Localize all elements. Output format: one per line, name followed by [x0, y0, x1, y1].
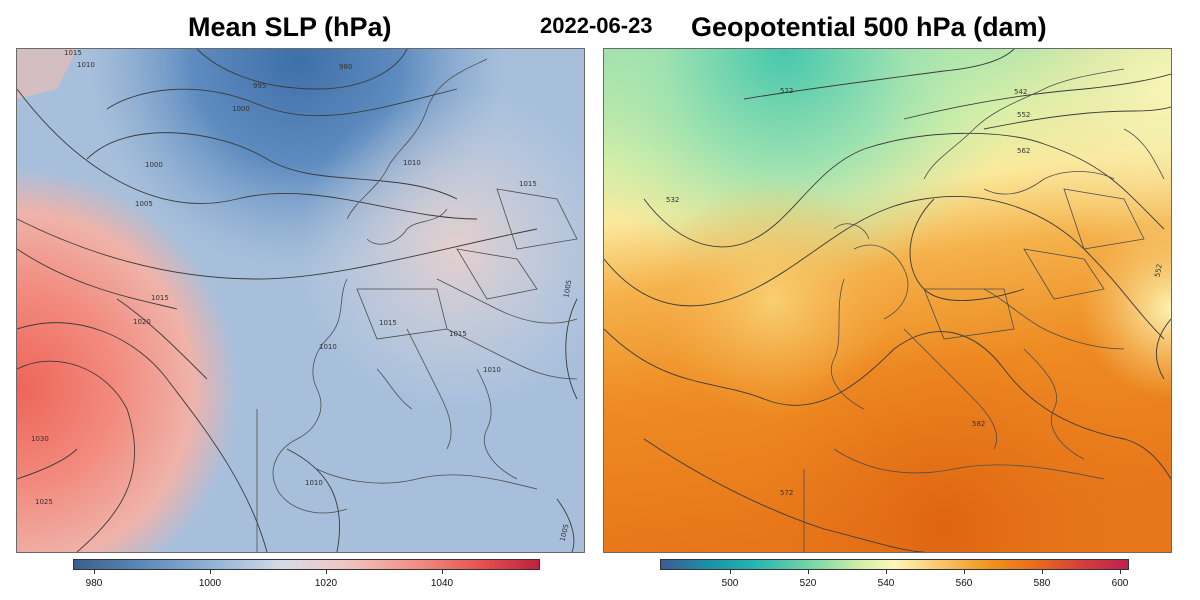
- slp-label-5: 1000: [232, 105, 250, 113]
- z500-label-6: 552: [1154, 263, 1164, 278]
- slp-label-6: 1000: [145, 161, 163, 169]
- z500-tick-label: 560: [955, 578, 973, 589]
- slp-label-10: 1015: [151, 294, 169, 302]
- slp-tick: [442, 570, 443, 574]
- z500-tick-label: 580: [1033, 578, 1051, 589]
- date-label: 2022-06-23: [540, 13, 653, 38]
- z500-tick: [1120, 570, 1121, 574]
- z500-label-3: 552: [1017, 111, 1030, 119]
- z500-tick: [808, 570, 809, 574]
- slp-tick: [326, 570, 327, 574]
- slp-colorbar: [73, 559, 540, 570]
- slp-label-16: 1030: [31, 435, 49, 443]
- slp-tick-label: 1040: [430, 578, 454, 589]
- z500-tick-label: 520: [799, 578, 817, 589]
- z500-label-8: 572: [780, 489, 793, 497]
- slp-label-8: 1015: [519, 180, 537, 188]
- z500-tick: [964, 570, 965, 574]
- slp-label-7: 1010: [403, 159, 421, 167]
- slp-label-1: 1015: [64, 49, 82, 57]
- slp-label-11: 1020: [133, 318, 151, 326]
- z500-label-7: 582: [972, 420, 985, 428]
- z500-label-5: 532: [666, 196, 679, 204]
- z500-label-4: 562: [1017, 147, 1030, 155]
- z500-colorbar: [660, 559, 1129, 570]
- slp-label-13: 1010: [319, 343, 337, 351]
- slp-label-2: 1010: [77, 61, 95, 69]
- slp-label-4: 995: [253, 82, 266, 90]
- z500-tick: [1042, 570, 1043, 574]
- slp-tick-label: 1000: [198, 578, 222, 589]
- slp-label-19: 1005: [562, 279, 573, 298]
- z500-map: 522 542 552 562 532 552 582 572: [603, 48, 1172, 553]
- slp-map: 1015 1010 980 995 1000 1000 1010 1015 10…: [16, 48, 585, 553]
- slp-label-9: 1005: [135, 200, 153, 208]
- slp-label-12: 1015: [379, 319, 397, 327]
- slp-label-3: 980: [339, 63, 352, 71]
- z500-panel-title: Geopotential 500 hPa (dam): [691, 12, 1047, 42]
- z500-label-1: 522: [780, 87, 793, 95]
- z500-label-2: 542: [1014, 88, 1027, 96]
- slp-label-15: 1010: [483, 366, 501, 374]
- z500-tick: [886, 570, 887, 574]
- slp-tick: [94, 570, 95, 574]
- slp-label-17: 1025: [35, 498, 53, 506]
- z500-tick: [730, 570, 731, 574]
- z500-tick-label: 600: [1111, 578, 1129, 589]
- z500-tick-label: 540: [877, 578, 895, 589]
- slp-label-18: 1010: [305, 479, 323, 487]
- slp-label-14: 1015: [449, 330, 467, 338]
- slp-tick: [210, 570, 211, 574]
- slp-tick-label: 980: [85, 578, 103, 589]
- slp-panel-title: Mean SLP (hPa): [188, 12, 392, 42]
- slp-tick-label: 1020: [314, 578, 338, 589]
- z500-tick-label: 500: [721, 578, 739, 589]
